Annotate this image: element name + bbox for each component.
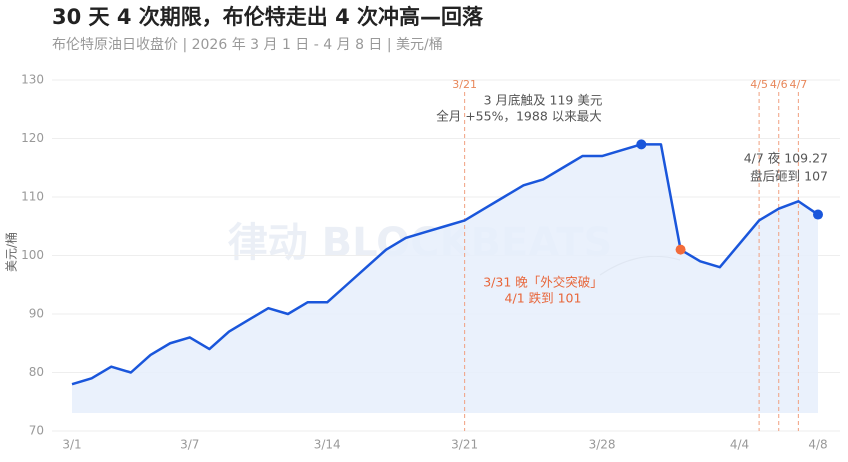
event-label: 4/5 bbox=[750, 78, 768, 91]
y-tick-label: 80 bbox=[29, 365, 44, 379]
y-tick-label: 110 bbox=[21, 190, 44, 204]
y-tick-label: 90 bbox=[29, 307, 44, 321]
x-tick-label: 3/28 bbox=[589, 438, 616, 452]
chart-title: 30 天 4 次期限，布伦特走出 4 次冲高—回落 bbox=[52, 5, 484, 29]
annotation: 盘后砸到 107 bbox=[750, 169, 828, 184]
event-label: 4/6 bbox=[770, 78, 788, 91]
annotation: 4/7 夜 109.27 bbox=[744, 151, 828, 166]
subtitle: 布伦特原油日收盘价 | 2026 年 3 月 1 日 - 4 月 8 日 | 美… bbox=[52, 36, 443, 53]
line bbox=[71, 143, 819, 386]
y-axis-label: 美元/桶 bbox=[4, 232, 19, 272]
highlight-point bbox=[813, 209, 823, 220]
x-tick-label: 3/14 bbox=[314, 438, 341, 452]
x-tick-label: 3/7 bbox=[180, 438, 199, 452]
y-tick-label: 70 bbox=[29, 424, 44, 438]
highlight-point bbox=[636, 139, 647, 150]
x-tick-label: 4/8 bbox=[808, 438, 827, 452]
annotation: 3/31 晚「外交突破」 bbox=[483, 275, 603, 290]
area bbox=[72, 144, 818, 413]
annotation: 全月 +55%，1988 以来最大 bbox=[436, 109, 602, 124]
x-tick-label: 3/21 bbox=[451, 438, 478, 452]
x-tick-label: 3/1 bbox=[62, 438, 81, 452]
event-label: 4/7 bbox=[790, 78, 808, 91]
highlight-point bbox=[675, 244, 686, 255]
annotation: 4/1 跌到 101 bbox=[505, 291, 582, 306]
x-tick-label: 4/4 bbox=[730, 438, 749, 452]
annotation: 3 月底触及 119 美元 bbox=[484, 93, 603, 108]
y-tick-label: 120 bbox=[21, 131, 44, 145]
y-tick-label: 100 bbox=[21, 248, 44, 262]
y-tick-label: 130 bbox=[21, 73, 44, 87]
event-label: 3/21 bbox=[452, 78, 477, 91]
